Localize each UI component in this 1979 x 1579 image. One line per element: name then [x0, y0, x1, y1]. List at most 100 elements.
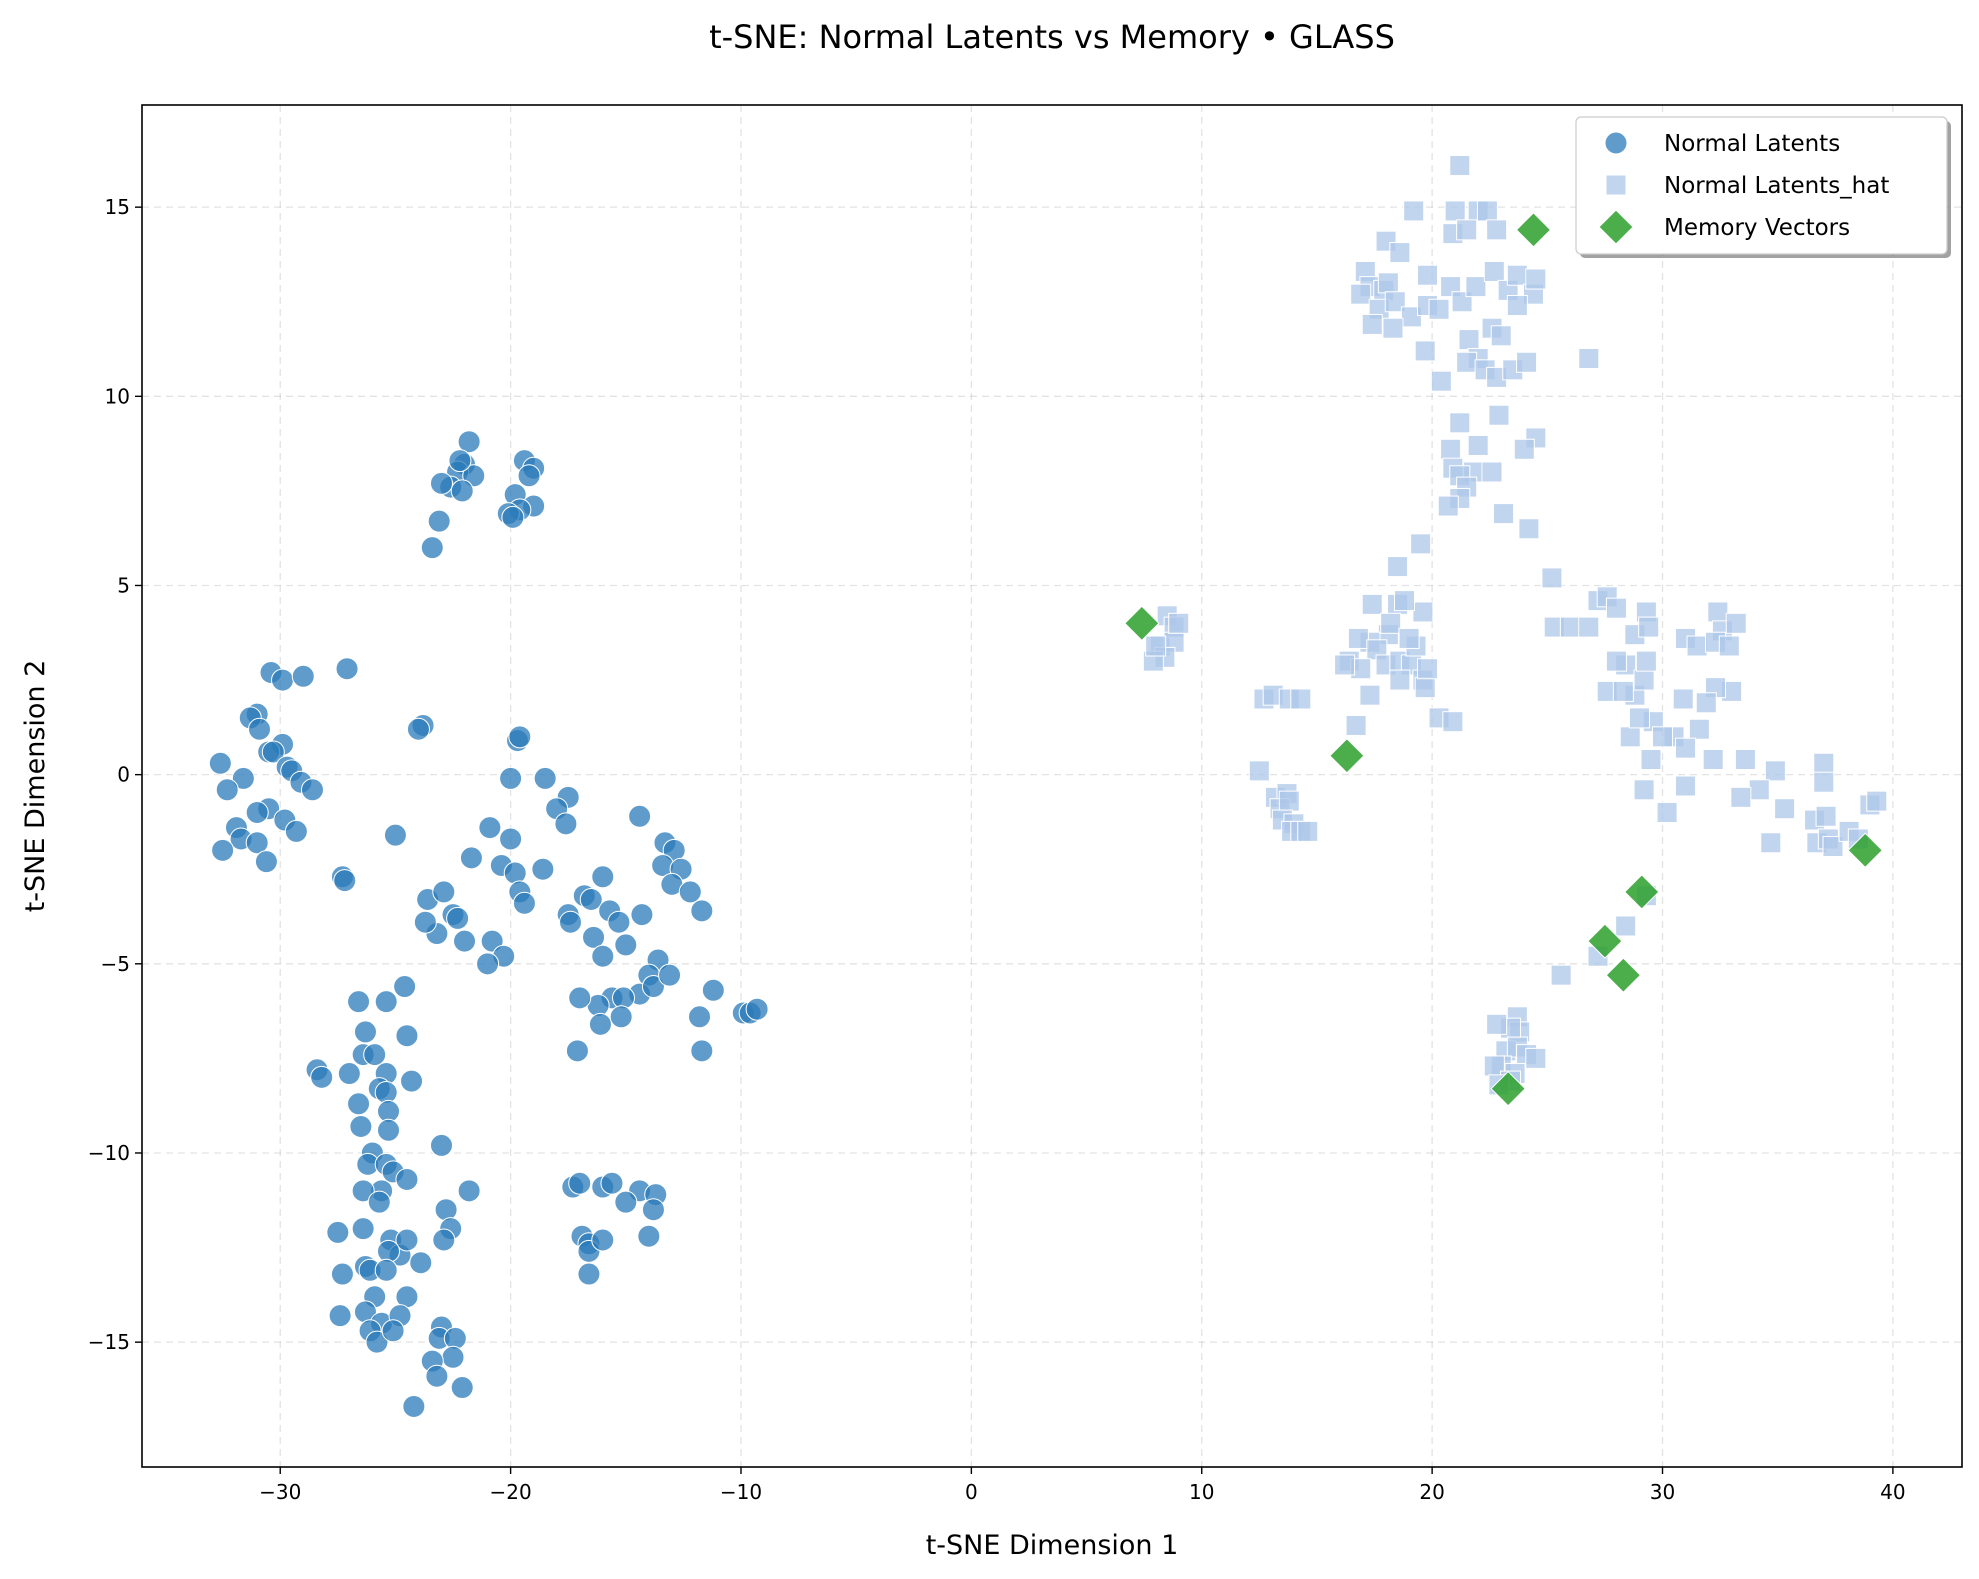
- normal-latent-hat-point: [1506, 264, 1528, 286]
- normal-latent-point: [457, 1179, 481, 1203]
- normal-latent-point: [400, 1069, 424, 1093]
- normal-latent-point: [291, 664, 315, 688]
- normal-latent-hat-point: [1444, 200, 1466, 222]
- normal-latent-hat-point: [1467, 435, 1489, 456]
- normal-latent-hat-point: [1605, 597, 1627, 619]
- normal-latent-point: [478, 816, 502, 840]
- normal-latent-point: [499, 766, 523, 790]
- y-axis-title: t-SNE Dimension 2: [20, 660, 51, 913]
- normal-latent-point: [374, 1258, 398, 1282]
- normal-latent-point: [582, 925, 606, 949]
- normal-latent-hat-point: [1168, 612, 1190, 634]
- normal-latent-hat-point: [1813, 771, 1835, 793]
- legend-marker-circle: [1604, 131, 1628, 155]
- normal-latent-hat-point: [1350, 283, 1372, 305]
- normal-latent-hat-point: [1442, 711, 1464, 733]
- x-tick-label: 10: [1189, 1480, 1214, 1504]
- y-tick-label: −15: [88, 1330, 130, 1354]
- normal-latent-point: [609, 1005, 633, 1029]
- normal-latent-hat-point: [1361, 313, 1383, 335]
- normal-latent-point: [395, 1228, 419, 1252]
- normal-latent-hat-point: [1417, 658, 1439, 680]
- normal-latent-hat-point: [1278, 790, 1300, 812]
- normal-latent-hat-point: [1334, 654, 1356, 676]
- y-tick-label: 10: [105, 384, 130, 408]
- y-tick-label: 0: [117, 763, 130, 787]
- normal-latent-point: [402, 1394, 426, 1418]
- normal-latent-hat-point: [1440, 438, 1462, 460]
- normal-latent-hat-point: [1428, 298, 1450, 320]
- memory-vector-point: [1624, 874, 1660, 910]
- normal-latent-hat-point: [1248, 760, 1270, 782]
- x-tick-label: 20: [1419, 1480, 1444, 1504]
- normal-latent-hat-point: [1518, 518, 1540, 540]
- y-tick-label: −10: [88, 1141, 130, 1165]
- normal-latent-point: [658, 963, 682, 987]
- normal-latent-point: [641, 975, 665, 999]
- normal-latent-point: [531, 857, 555, 881]
- normal-latent-hat-point: [1734, 749, 1756, 771]
- legend-label: Memory Vectors: [1664, 215, 1850, 241]
- x-tick-label: 0: [965, 1480, 978, 1504]
- normal-latent-point: [579, 888, 603, 911]
- normal-latent-hat-point: [1612, 680, 1634, 702]
- normal-latent-hat-point: [1605, 650, 1627, 672]
- normal-latent-point: [501, 505, 525, 529]
- normal-latent-hat-point: [1702, 749, 1724, 771]
- normal-latent-point: [363, 1043, 387, 1067]
- normal-latent-hat-point: [1748, 779, 1770, 801]
- normal-latent-point: [347, 990, 371, 1014]
- normal-latent-hat-point: [1559, 616, 1581, 638]
- normal-latent-hat-point: [1449, 155, 1471, 177]
- normal-latent-point: [335, 657, 359, 681]
- normal-latent-point: [367, 1190, 391, 1214]
- normal-latent-hat-point: [1417, 264, 1439, 286]
- plot-frame: [141, 104, 1963, 1468]
- normal-latent-point: [690, 1039, 714, 1063]
- normal-latent-hat-point: [1619, 726, 1641, 748]
- normal-latent-point: [450, 479, 474, 503]
- normal-latent-hat-point: [1516, 351, 1538, 373]
- normal-latent-hat-point: [1476, 200, 1498, 222]
- normal-latent-point: [512, 891, 536, 915]
- normal-latent-point: [333, 869, 357, 893]
- x-tick-label: 40: [1880, 1480, 1905, 1504]
- normal-latent-hat-point: [1486, 219, 1508, 241]
- normal-latent-point: [337, 1062, 361, 1086]
- normal-latent-point: [300, 778, 324, 802]
- normal-latent-point: [701, 978, 725, 1002]
- normal-latent-point: [577, 1262, 601, 1286]
- normal-latent-hat-point: [1615, 915, 1637, 937]
- normal-latent-hat-point: [1412, 601, 1434, 623]
- normal-latent-point: [476, 952, 500, 976]
- normal-latent-point: [425, 1364, 449, 1388]
- normal-latent-hat-point: [1578, 347, 1600, 369]
- normal-latent-hat-point: [1398, 627, 1420, 649]
- normal-latent-hat-point: [1633, 779, 1655, 801]
- x-tick-label: 30: [1650, 1480, 1675, 1504]
- normal-latent-point: [326, 1220, 350, 1244]
- normal-latent-point: [420, 536, 444, 560]
- normal-latent-point: [499, 827, 523, 851]
- normal-latent-hat-point: [1414, 340, 1436, 362]
- normal-latent-point: [409, 1251, 433, 1275]
- normal-latent-hat-point: [1513, 438, 1535, 460]
- normal-latent-hat-point: [1393, 590, 1415, 612]
- y-tick-label: 15: [105, 195, 130, 219]
- normal-latent-point: [432, 880, 456, 904]
- normal-latent-hat-point: [1688, 718, 1710, 740]
- normal-latent-hat-point: [1686, 635, 1708, 657]
- legend-box: [1575, 116, 1948, 255]
- normal-latent-point: [429, 1133, 453, 1157]
- normal-latent-hat-point: [1652, 726, 1674, 748]
- normal-latent-hat-point: [1640, 749, 1662, 771]
- normal-latent-point: [554, 812, 578, 836]
- normal-latent-point: [365, 1330, 389, 1354]
- normal-latent-point: [678, 880, 702, 904]
- normal-latent-point: [429, 471, 453, 495]
- normal-latent-point: [271, 668, 295, 692]
- x-axis-title: t-SNE Dimension 1: [926, 1530, 1179, 1561]
- normal-latent-hat-point: [1638, 616, 1660, 638]
- normal-latent-point: [591, 865, 615, 889]
